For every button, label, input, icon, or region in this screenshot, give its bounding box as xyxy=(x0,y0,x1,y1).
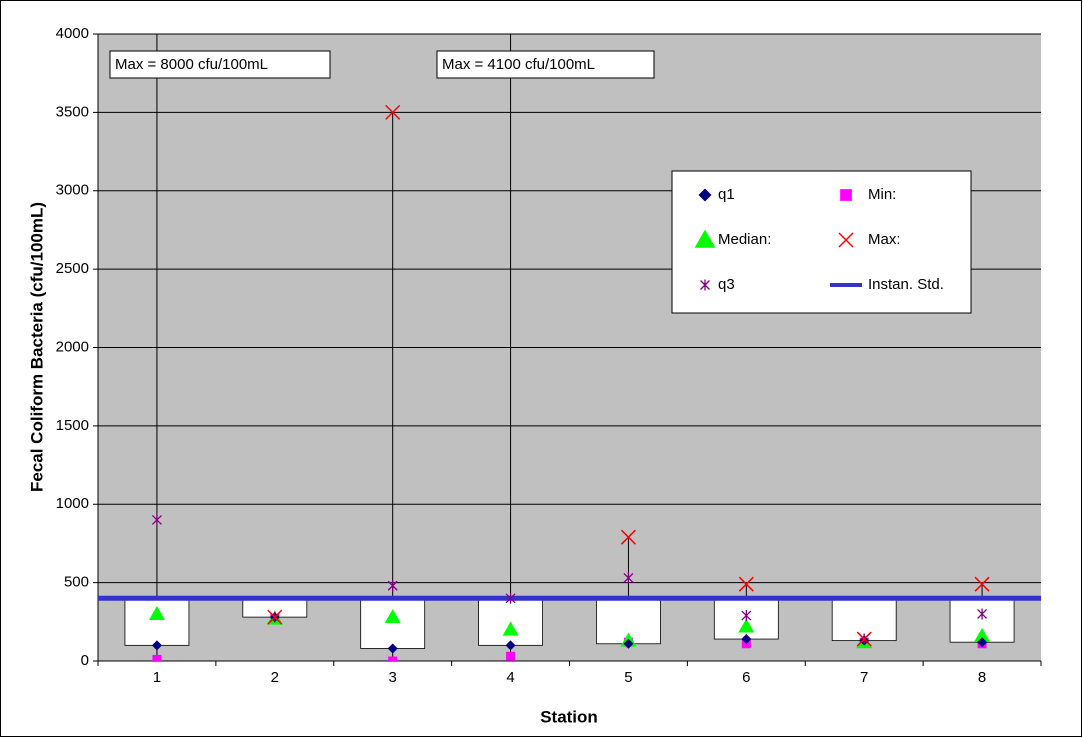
q3-marker xyxy=(977,608,988,620)
q1-marker xyxy=(387,643,398,654)
legend-marker xyxy=(838,232,854,248)
median-marker xyxy=(974,627,991,642)
legend-label: Median: xyxy=(718,231,771,248)
y-axis-label: Fecal Coliform Bacteria (cfu/100mL) xyxy=(27,202,46,492)
legend-marker xyxy=(698,188,712,202)
annotation-box xyxy=(436,50,655,79)
x-tick-label: 7 xyxy=(860,669,868,686)
legend-label: Min: xyxy=(868,186,896,203)
q1-marker xyxy=(151,640,162,651)
plot-content xyxy=(98,34,1041,661)
y-tick-label: 3500 xyxy=(56,103,89,120)
legend-marker xyxy=(840,189,852,201)
x-tick-label: 2 xyxy=(271,669,279,686)
legend-label: q1 xyxy=(718,186,735,203)
y-tick-label: 1000 xyxy=(56,495,89,512)
max-marker xyxy=(267,609,283,625)
y-tick-label: 0 xyxy=(81,652,89,669)
annotation: Max = 4100 cfu/100mL xyxy=(442,56,595,73)
x-tick-label: 1 xyxy=(153,669,161,686)
x-tick-label: 8 xyxy=(978,669,986,686)
q3-marker xyxy=(151,514,162,526)
median-marker xyxy=(148,605,165,620)
legend-label: Max: xyxy=(868,231,901,248)
box xyxy=(360,597,426,649)
q3-marker xyxy=(505,592,516,604)
q1-marker xyxy=(623,638,634,649)
q1-marker xyxy=(977,637,988,648)
max-marker xyxy=(385,104,401,120)
q3-marker xyxy=(741,610,752,622)
median-marker xyxy=(502,621,519,636)
x-tick-label: 3 xyxy=(389,669,397,686)
max-marker xyxy=(856,631,872,647)
q3-marker xyxy=(623,572,634,584)
y-tick-label: 2500 xyxy=(56,260,89,277)
y-tick-label: 2000 xyxy=(56,338,89,355)
x-tick-label: 6 xyxy=(742,669,750,686)
x-axis-label: Station xyxy=(540,707,598,726)
max-marker xyxy=(974,576,990,592)
annotation-box xyxy=(109,50,331,79)
box xyxy=(124,597,190,646)
legend-label: Instan. Std. xyxy=(868,276,944,293)
legend xyxy=(671,170,972,314)
y-tick-label: 4000 xyxy=(56,25,89,42)
y-tick-label: 1500 xyxy=(56,417,89,434)
min-marker xyxy=(506,651,516,661)
max-marker xyxy=(738,576,754,592)
q1-marker xyxy=(505,640,516,651)
x-tick-label: 5 xyxy=(624,669,632,686)
y-tick-label: 3000 xyxy=(56,182,89,199)
min-marker xyxy=(388,656,398,661)
q3-marker xyxy=(387,580,398,592)
q1-marker xyxy=(741,634,752,645)
min-marker xyxy=(152,654,162,661)
x-tick-label: 4 xyxy=(506,669,514,686)
legend-marker xyxy=(700,279,710,291)
y-tick-label: 500 xyxy=(64,574,89,591)
legend-marker xyxy=(694,229,716,248)
max-marker xyxy=(620,529,636,545)
median-marker xyxy=(384,609,401,624)
median-marker xyxy=(738,618,755,633)
annotation: Max = 8000 cfu/100mL xyxy=(115,56,268,73)
legend-label: q3 xyxy=(718,276,735,293)
